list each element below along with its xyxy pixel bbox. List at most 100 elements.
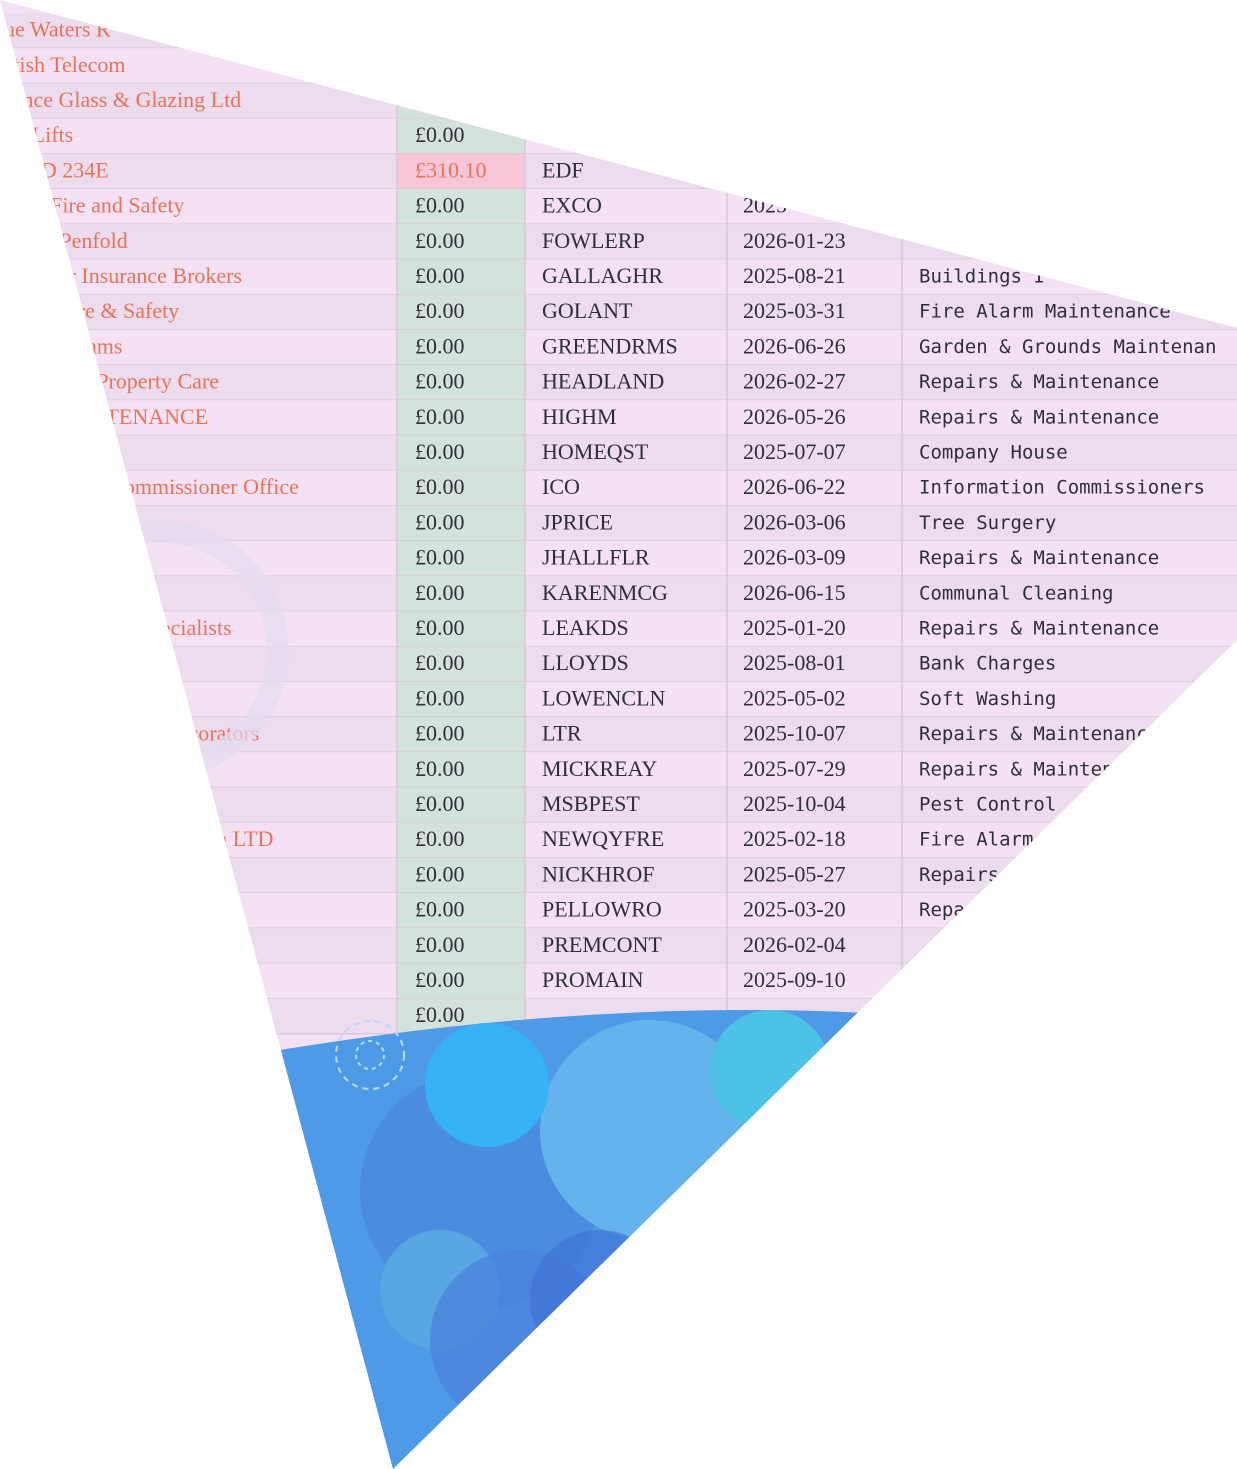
- vendor-name: r Insurance Brokers: [69, 263, 243, 288]
- amount-cell: [397, 48, 525, 84]
- vendor-name: Lifts: [32, 122, 74, 147]
- amount-cell: [397, 541, 525, 577]
- description: Pest Control: [919, 794, 1056, 816]
- supplier-code: GREENDRMS: [542, 333, 678, 358]
- supplier-code: LOWENCLN: [542, 685, 666, 710]
- amount-cell: [397, 365, 525, 401]
- vendor-name: ommissioner Office: [124, 474, 299, 499]
- amount-cell: [397, 259, 525, 295]
- date: 2025-08-21: [743, 263, 846, 288]
- vendor-name: TENANCE: [105, 404, 208, 429]
- date: 2026-02-27: [743, 369, 846, 394]
- amount: £0.00: [415, 791, 465, 816]
- amount-cell: [397, 963, 525, 999]
- description: Repairs & Maintenance: [919, 406, 1159, 428]
- amount: £0.00: [415, 580, 465, 605]
- row-bg: [0, 400, 1237, 436]
- amount: £0.00: [415, 298, 465, 323]
- vendor-name: re & Safety: [78, 298, 179, 323]
- amount: £0.00: [415, 932, 465, 957]
- supplier-code: MICKREAY: [542, 756, 657, 781]
- date: 2025-08-01: [743, 650, 846, 675]
- amount: £0.00: [415, 509, 465, 534]
- amount: £0.00: [415, 861, 465, 886]
- amount-cell: [397, 893, 525, 929]
- description: Repairs & Maintenance: [919, 371, 1159, 393]
- row-bg: [0, 329, 1237, 365]
- amount-cell: [397, 717, 525, 753]
- date: 2025-09-10: [743, 967, 846, 992]
- amount-cell: [397, 435, 525, 471]
- supplier-code: HOMEQST: [542, 439, 649, 464]
- supplier-code: MSBPEST: [542, 791, 640, 816]
- amount: £0.00: [415, 193, 465, 218]
- date: 2025-05-02: [743, 685, 846, 710]
- amount: £0.00: [415, 615, 465, 640]
- supplier-code: PELLOWRO: [542, 897, 662, 922]
- supplier-code: ICO: [542, 474, 580, 499]
- date: 2025-07-29: [743, 756, 846, 781]
- row-bg: [0, 576, 1237, 612]
- vendor-name: tish Telecom: [13, 52, 125, 77]
- row-bg: [0, 435, 1237, 471]
- date: 2026-03-09: [743, 545, 846, 570]
- date: 2025-03-31: [743, 298, 846, 323]
- amount-cell: [397, 189, 525, 225]
- vendor-name: ams: [87, 333, 122, 358]
- blue-footer: [250, 1010, 1237, 1469]
- description: Repairs & Maintenance: [919, 723, 1159, 745]
- date: 2026-03-06: [743, 509, 846, 534]
- amount: £0.00: [415, 826, 465, 851]
- date: 2026-06-22: [743, 474, 846, 499]
- table: ue Waters R tish Telecom nce Glass & Glazi…: [0, 13, 1237, 1035]
- date: 2025-05-27: [743, 861, 846, 886]
- row-bg: [0, 470, 1237, 506]
- date: 2025-02-18: [743, 826, 846, 851]
- description: Repairs & Maintenance: [919, 618, 1159, 640]
- description: Repairs: [919, 899, 999, 921]
- amount-cell: [397, 294, 525, 330]
- amount: £0.00: [415, 474, 465, 499]
- supplier-code: HEADLAND: [542, 369, 664, 394]
- amount-cell: [397, 329, 525, 365]
- description: Information Commissioners: [919, 477, 1205, 499]
- description: Tree Surgery: [919, 512, 1056, 534]
- amount: £0.00: [415, 685, 465, 710]
- amount: £0.00: [415, 1002, 465, 1027]
- amount: £0.00: [415, 650, 465, 675]
- row-bg: [0, 48, 1237, 84]
- vendor-name: nce Glass & Glazing Ltd: [22, 87, 241, 112]
- amount-cell: [397, 857, 525, 893]
- amount: £0.00: [415, 439, 465, 464]
- amount: £0.00: [415, 721, 465, 746]
- vendor-name: Penfold: [59, 228, 127, 253]
- vendor-name: Fire and Safety: [50, 193, 184, 218]
- date: 2025-10-07: [743, 721, 846, 746]
- date: 2025-01-20: [743, 615, 846, 640]
- amount-cell: [397, 224, 525, 260]
- amount-cell: [397, 822, 525, 858]
- supplier-code: PROMAIN: [542, 967, 644, 992]
- row-bg: [0, 717, 1237, 753]
- amount-cell: [397, 13, 525, 49]
- row-bg: [0, 681, 1237, 717]
- description: Repairs & Maintenance: [919, 758, 1159, 780]
- supplier-code: PREMCONT: [542, 932, 662, 957]
- amount-cell: [397, 576, 525, 612]
- supplier-code: JHALLFLR: [542, 545, 650, 570]
- date: 2026-06-26: [743, 333, 846, 358]
- amount-cell: [397, 83, 525, 119]
- amount: £0.00: [415, 122, 465, 147]
- date: 2026-01-23: [743, 228, 846, 253]
- amount: £0.00: [415, 545, 465, 570]
- supplier-code: NEWQYFRE: [542, 826, 664, 851]
- row-bg: [0, 189, 1237, 225]
- supplier-code: GOLANT: [542, 298, 633, 323]
- supplier-code: GALLAGHR: [542, 263, 663, 288]
- amount: £0.00: [415, 756, 465, 781]
- date: 2025: [743, 193, 787, 218]
- amount: £0.00: [415, 369, 465, 394]
- description: Buildings I: [919, 266, 1045, 288]
- amount: £0.00: [415, 967, 465, 992]
